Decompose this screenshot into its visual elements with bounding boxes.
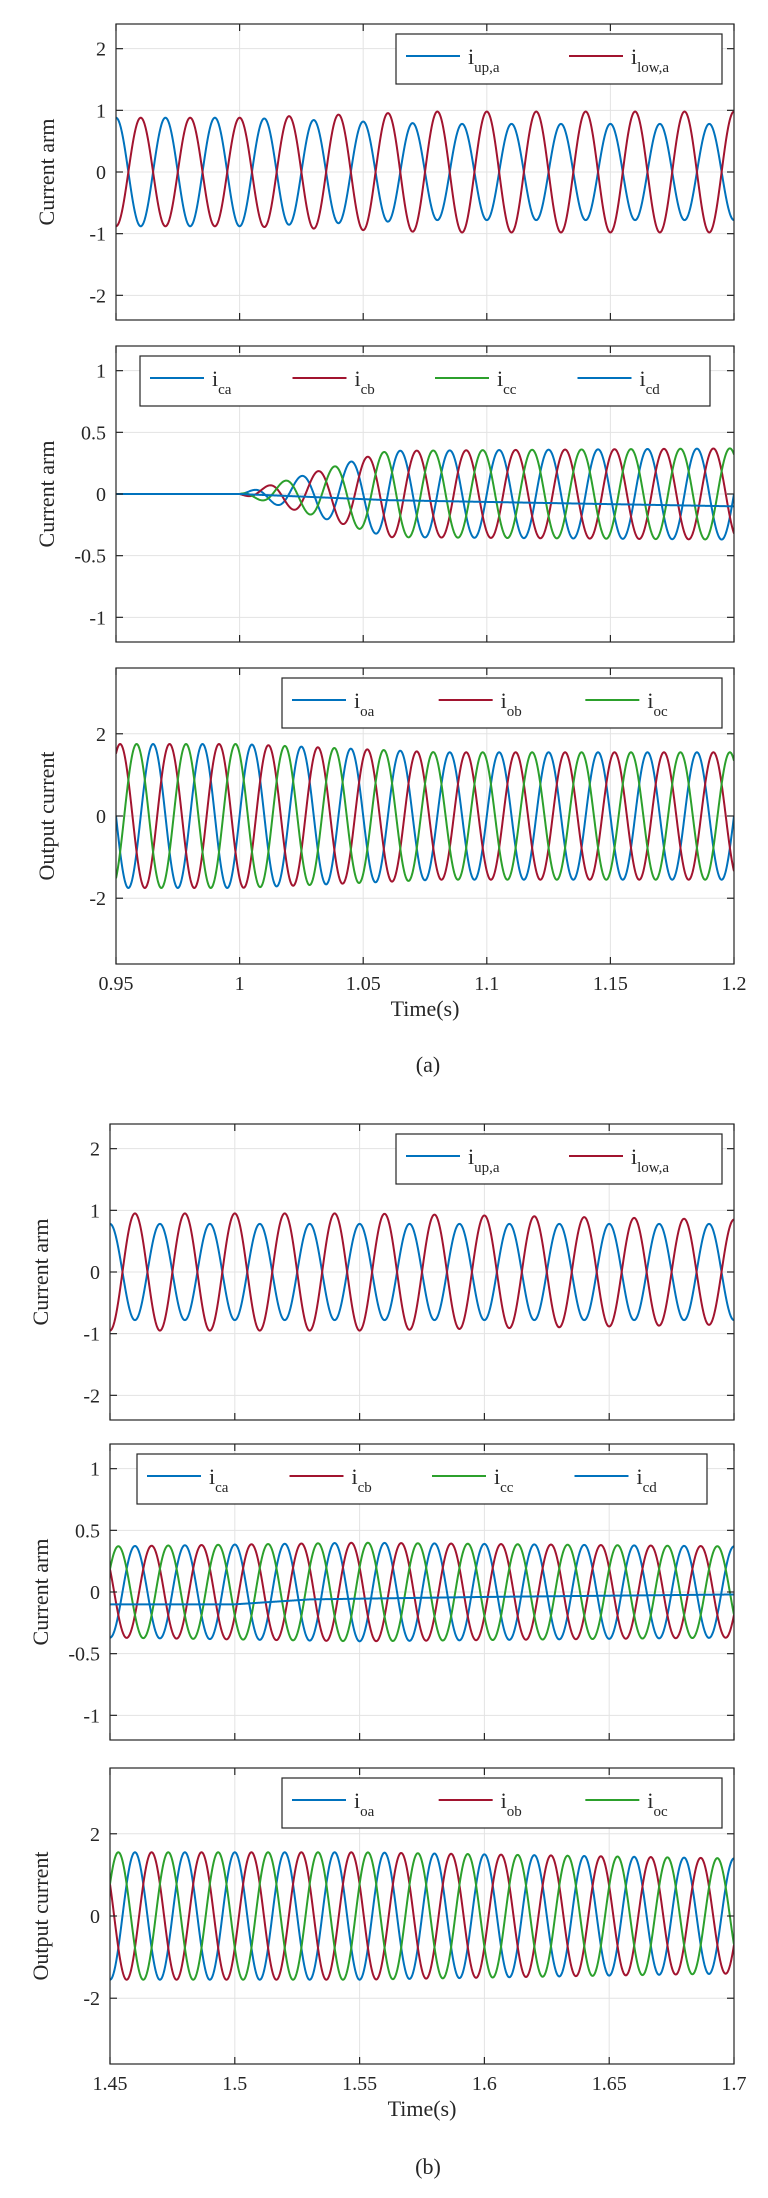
- y-tick-label: 2: [96, 724, 106, 746]
- series-group: [110, 1851, 734, 1981]
- y-tick-label: -0.5: [68, 1644, 100, 1666]
- series-group: [116, 110, 734, 234]
- y-tick-label: 0: [90, 1262, 100, 1284]
- legend-box: [139, 355, 711, 407]
- series-group: [116, 743, 734, 889]
- y-tick-label: 0.5: [75, 1520, 100, 1542]
- y-tick-label: 0: [96, 484, 106, 506]
- legend-box: [136, 1453, 708, 1505]
- series-line-i-cd: [110, 1593, 734, 1606]
- legend-box: [281, 677, 723, 729]
- x-axis-label: Time(s): [388, 2096, 457, 2121]
- x-tick-label: 1.45: [93, 2073, 128, 2095]
- panel-b3: -2 0 2 1.45 1.5 1.55 1.6 1.65 1.7 Output current T…: [28, 1767, 747, 2121]
- series-line-i-ca: [110, 1541, 734, 1643]
- y-tick-label: -0.5: [74, 546, 106, 568]
- x-tick-label: 1.5: [222, 2073, 247, 2095]
- y-tick-label: 1: [90, 1459, 100, 1481]
- caption-a: (a): [416, 1052, 440, 1077]
- series-line-i-oa: [110, 1851, 734, 1981]
- legend-label: iup,a: [468, 44, 500, 76]
- x-tick-label: 1.1: [474, 973, 499, 995]
- y-tick-label: -2: [89, 888, 106, 910]
- series-line-i-cd: [116, 493, 734, 508]
- x-tick-label: 1.7: [722, 2073, 747, 2095]
- y-tick-label: 0: [90, 1906, 100, 1928]
- legend-box: [281, 1777, 723, 1829]
- x-tick-label: 1.55: [342, 2073, 377, 2095]
- x-tick-label: 1.2: [722, 973, 747, 995]
- caption-b: (b): [415, 2154, 441, 2179]
- y-axis-label: Current arm: [28, 1539, 53, 1646]
- panel-a3: -2 0 2 0.95 1 1.05 1.1 1.15 1.2 Output current Tim…: [34, 667, 747, 1021]
- y-axis-label: Output current: [34, 752, 59, 881]
- panel-b2: -1 -0.5 0 0.5 1 Current arm ica icb icc icd: [28, 1443, 735, 1741]
- y-axis-label: Current arm: [34, 441, 59, 548]
- x-axis-label: Time(s): [391, 996, 460, 1021]
- legend: ica icb icc icd: [139, 355, 711, 407]
- y-tick-label: 1: [90, 1200, 100, 1222]
- x-tick-label: 1.6: [472, 2073, 497, 2095]
- y-tick-label: 1: [96, 361, 106, 383]
- series-line-i-ob: [110, 1851, 734, 1981]
- legend: ioa iob ioc: [281, 677, 723, 729]
- y-tick-label: -1: [89, 607, 106, 629]
- series-line-i-oc: [110, 1851, 734, 1981]
- series-line-i-cb: [110, 1541, 734, 1643]
- x-tick-label: 1.05: [346, 973, 381, 995]
- series-group: [110, 1541, 734, 1643]
- y-tick-label: -2: [83, 1385, 100, 1407]
- y-tick-label: 0: [96, 806, 106, 828]
- y-tick-label: 2: [90, 1139, 100, 1161]
- series-line-i-low-a: [110, 1212, 734, 1332]
- y-tick-label: 2: [90, 1824, 100, 1846]
- legend-box: [395, 1133, 723, 1185]
- y-axis-label: Current arm: [28, 1219, 53, 1326]
- y-tick-label: 0: [96, 162, 106, 184]
- y-tick-label: -1: [89, 224, 106, 246]
- series-line-i-oc: [116, 743, 734, 889]
- x-tick-label: 1.65: [592, 2073, 627, 2095]
- y-tick-label: 2: [96, 39, 106, 61]
- panel-a1: -2 -1 0 1 2 Current arm iup,a ilow,a: [34, 23, 735, 321]
- x-tick-label: 1.15: [593, 973, 628, 995]
- legend: iup,a ilow,a: [395, 33, 723, 85]
- y-tick-label: -1: [83, 1705, 100, 1727]
- y-tick-label: -1: [83, 1324, 100, 1346]
- legend: iup,a ilow,a: [395, 1133, 723, 1185]
- series-line-i-low-a: [116, 110, 734, 234]
- series-group: [116, 447, 734, 541]
- y-tick-label: 0: [90, 1582, 100, 1604]
- panel-a2: -1 -0.5 0 0.5 1 Current arm ica icb icc icd: [34, 345, 735, 643]
- legend: ica icb icc icd: [136, 1453, 708, 1505]
- y-tick-label: 1: [96, 100, 106, 122]
- legend-box: [395, 33, 723, 85]
- y-tick-label: 0.5: [81, 422, 106, 444]
- y-axis-label: Output current: [28, 1852, 53, 1981]
- x-tick-label: 1: [235, 973, 245, 995]
- series-line-i-cc: [110, 1541, 734, 1643]
- legend: ioa iob ioc: [281, 1777, 723, 1829]
- y-axis-label: Current arm: [34, 119, 59, 226]
- y-tick-label: -2: [89, 285, 106, 307]
- x-tick-label: 0.95: [99, 973, 134, 995]
- series-group: [110, 1212, 734, 1332]
- panel-b1: -2 -1 0 1 2 Current arm iup,a ilow,a: [28, 1123, 735, 1421]
- y-tick-label: -2: [83, 1988, 100, 2010]
